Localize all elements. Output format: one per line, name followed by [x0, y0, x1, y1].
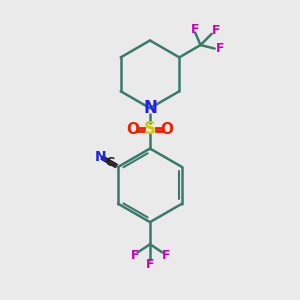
Text: F: F: [146, 258, 154, 271]
Text: F: F: [212, 24, 220, 37]
Text: N: N: [94, 150, 106, 164]
Text: S: S: [144, 120, 156, 138]
Text: O: O: [160, 122, 174, 137]
Text: F: F: [130, 249, 139, 262]
Text: F: F: [162, 249, 170, 262]
Text: N: N: [143, 99, 157, 117]
Text: F: F: [191, 22, 200, 36]
Text: C: C: [105, 156, 115, 169]
Text: F: F: [216, 42, 224, 55]
Text: O: O: [126, 122, 140, 137]
